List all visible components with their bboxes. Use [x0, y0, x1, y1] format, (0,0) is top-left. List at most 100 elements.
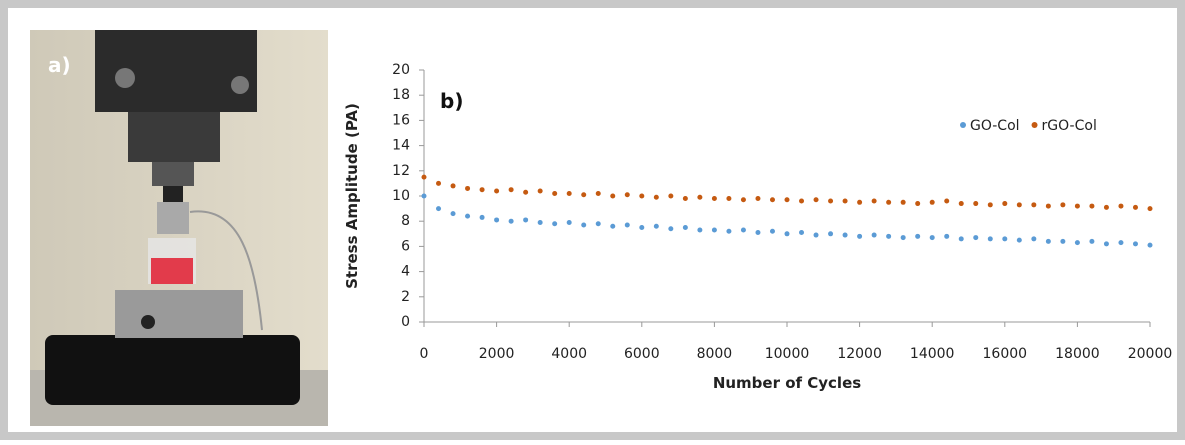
data-point — [857, 199, 863, 205]
data-point — [1074, 203, 1080, 209]
data-point — [900, 235, 906, 241]
photo: a) — [30, 30, 328, 426]
data-point — [595, 221, 601, 227]
data-point — [479, 187, 485, 193]
panel-label: a) — [48, 53, 71, 77]
y-tick-label: 4 — [401, 264, 410, 280]
data-point — [944, 198, 950, 204]
data-point — [1118, 240, 1124, 246]
x-tick-label: 8000 — [697, 346, 733, 362]
data-point — [740, 197, 746, 203]
data-point — [668, 226, 674, 232]
data-point — [1031, 236, 1037, 242]
y-tick-label: 8 — [401, 213, 410, 229]
data-point — [450, 211, 456, 217]
data-point — [813, 197, 819, 203]
data-point — [1089, 203, 1095, 209]
x-tick-label: 4000 — [551, 346, 587, 362]
data-point — [915, 233, 921, 239]
data-point — [1147, 206, 1153, 212]
x-tick-label: 16000 — [983, 346, 1028, 362]
data-point — [668, 193, 674, 199]
data-point — [1045, 203, 1051, 209]
data-point — [769, 228, 775, 234]
data-point — [581, 192, 587, 198]
x-tick-label: 6000 — [624, 346, 660, 362]
data-point — [944, 233, 950, 239]
data-point — [436, 180, 442, 186]
data-point — [421, 193, 427, 199]
data-point — [871, 232, 877, 238]
data-point — [1132, 241, 1138, 247]
y-tick-label: 2 — [401, 289, 410, 305]
data-point — [523, 217, 529, 223]
data-point — [813, 232, 819, 238]
data-point — [1002, 201, 1008, 207]
data-point — [450, 183, 456, 189]
data-point — [711, 227, 717, 233]
data-point — [842, 198, 848, 204]
data-point — [755, 230, 761, 236]
data-point — [958, 236, 964, 242]
data-point — [494, 217, 500, 223]
data-point — [1103, 241, 1109, 247]
data-point — [624, 192, 630, 198]
data-point — [1089, 238, 1095, 244]
data-point — [886, 199, 892, 205]
data-point — [465, 213, 471, 219]
y-tick-label: 10 — [392, 188, 410, 204]
data-point — [610, 193, 616, 199]
data-point — [1016, 237, 1022, 243]
data-point — [697, 194, 703, 200]
data-point — [552, 190, 558, 196]
panel-label: b) — [440, 89, 463, 113]
data-point — [494, 188, 500, 194]
data-point — [1132, 204, 1138, 210]
data-point — [711, 196, 717, 202]
data-point — [987, 202, 993, 208]
data-point — [537, 219, 543, 225]
data-point — [755, 196, 761, 202]
data-point — [973, 201, 979, 207]
data-point — [1060, 202, 1066, 208]
x-tick-label: 18000 — [1055, 346, 1100, 362]
y-axis-title: Stress Amplitude (PA) — [343, 103, 361, 289]
data-point — [581, 222, 587, 228]
data-point — [784, 197, 790, 203]
data-point — [1060, 238, 1066, 244]
data-point — [726, 196, 732, 202]
data-point — [799, 230, 805, 236]
legend-label: rGO-Col — [1042, 118, 1097, 134]
data-point — [857, 233, 863, 239]
data-point — [1045, 238, 1051, 244]
data-point — [682, 225, 688, 230]
legend-marker — [1031, 122, 1038, 128]
data-point — [639, 193, 645, 199]
x-axis-title: Number of Cycles — [713, 374, 861, 392]
data-point — [523, 189, 529, 195]
x-tick-label: 2000 — [479, 346, 515, 362]
data-point — [697, 227, 703, 233]
data-point — [871, 198, 877, 204]
y-tick-label: 6 — [401, 238, 410, 254]
y-tick-label: 12 — [392, 163, 410, 179]
data-point — [508, 187, 514, 193]
data-point — [610, 223, 616, 229]
data-point — [929, 199, 935, 205]
data-point — [653, 194, 659, 200]
data-point — [639, 225, 645, 230]
data-point — [1074, 240, 1080, 246]
data-point — [740, 227, 746, 233]
legend-label: GO-Col — [970, 118, 1020, 134]
data-point — [566, 219, 572, 225]
data-point — [958, 201, 964, 207]
data-point — [900, 199, 906, 205]
x-tick-label: 14000 — [910, 346, 955, 362]
data-point — [784, 231, 790, 237]
data-point — [1016, 202, 1022, 208]
data-point — [537, 188, 543, 194]
x-tick-label: 20000 — [1128, 346, 1173, 362]
data-point — [1031, 202, 1037, 208]
data-point — [1002, 236, 1008, 242]
data-point — [682, 196, 688, 202]
